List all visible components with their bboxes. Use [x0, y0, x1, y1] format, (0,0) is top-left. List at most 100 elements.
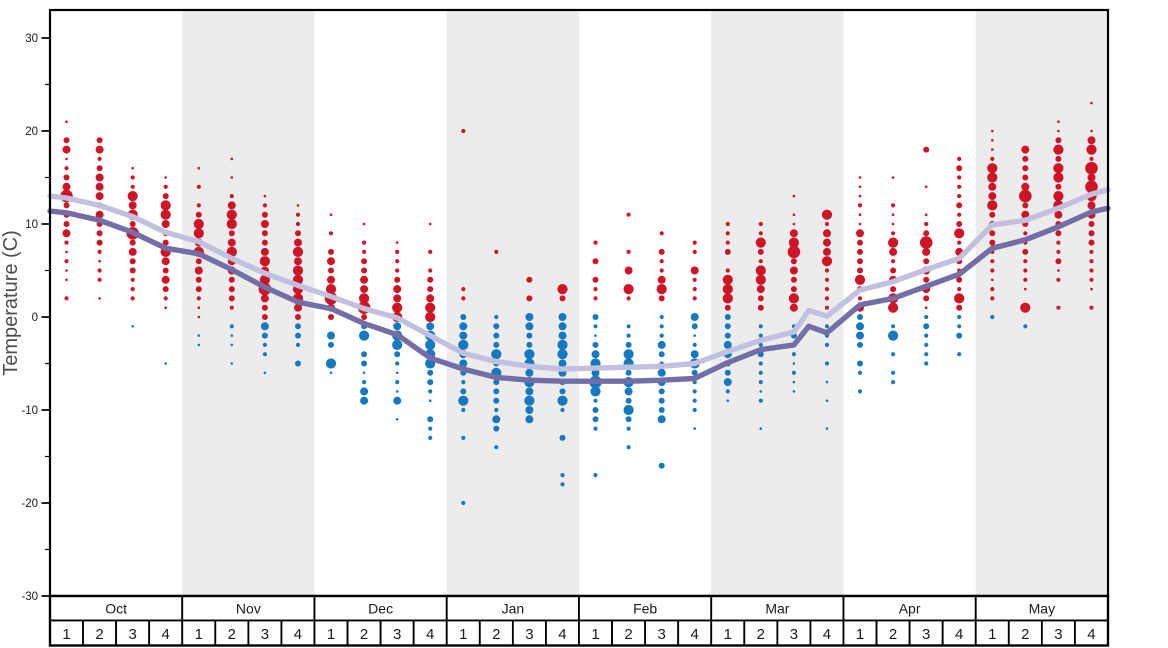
warm-temp-dot: [162, 239, 169, 246]
warm-temp-dot: [95, 145, 104, 154]
cold-temp-dot: [792, 362, 796, 365]
cold-temp-dot: [325, 358, 337, 369]
warm-temp-dot: [127, 191, 138, 202]
week-label: 4: [1087, 626, 1095, 643]
cold-temp-dot: [857, 314, 863, 320]
cold-temp-dot: [362, 380, 367, 385]
cold-temp-dot: [825, 380, 829, 384]
cold-temp-dot: [395, 371, 399, 375]
cold-temp-dot: [458, 395, 469, 406]
cold-temp-dot: [262, 342, 267, 347]
cold-temp-dot: [693, 427, 696, 430]
warm-temp-dot: [395, 259, 400, 264]
warm-temp-dot: [954, 228, 965, 239]
warm-temp-dot: [295, 230, 301, 237]
cold-temp-dot: [493, 397, 500, 404]
cold-temp-dot: [395, 380, 400, 385]
cold-temp-dot: [657, 340, 666, 349]
month-label-feb: Feb: [633, 601, 657, 617]
cold-temp-dot: [724, 369, 731, 376]
cold-temp-dot: [428, 389, 433, 394]
y-tick-label: 10: [25, 219, 38, 231]
cold-temp-dot: [360, 396, 369, 405]
warm-temp-dot: [823, 238, 831, 247]
warm-temp-dot: [823, 229, 831, 238]
warm-temp-dot: [924, 221, 929, 227]
y-axis-ticks: 30 20 10 0 -10 -20 -30: [21, 33, 50, 603]
cold-temp-dot: [623, 349, 634, 360]
warm-temp-dot: [858, 194, 862, 198]
cold-temp-dot: [956, 332, 963, 339]
week-label: 3: [1054, 626, 1062, 643]
warm-temp-dot: [626, 249, 631, 254]
cold-temp-dot: [328, 341, 334, 348]
warm-temp-dot: [856, 229, 864, 238]
warm-temp-dot: [792, 213, 796, 216]
week-cell: [313, 619, 349, 647]
cold-temp-dot: [657, 415, 666, 424]
warm-temp-dot: [1056, 249, 1061, 254]
warm-temp-dot: [292, 265, 304, 276]
warm-temp-dot: [98, 259, 101, 263]
warm-temp-dot: [195, 211, 202, 218]
week-label: 4: [558, 626, 566, 643]
warm-temp-dot: [294, 257, 302, 266]
warm-temp-dot: [394, 276, 401, 283]
warm-temp-dot: [956, 276, 963, 283]
warm-temp-dot: [193, 218, 204, 230]
cold-temp-dot: [164, 362, 167, 365]
warm-temp-dot: [593, 240, 598, 245]
warm-temp-dot: [63, 221, 70, 227]
warm-temp-dot: [1023, 259, 1028, 264]
warm-temp-dot: [360, 275, 369, 284]
cold-temp-dot: [458, 339, 469, 350]
cold-temp-dot: [725, 389, 730, 394]
cold-temp-dot: [723, 340, 732, 349]
warm-temp-dot: [656, 284, 667, 295]
cold-temp-dot: [658, 462, 665, 469]
warm-temp-dot: [823, 247, 831, 256]
cold-temp-dot: [824, 342, 830, 347]
warm-temp-dot: [755, 265, 766, 276]
warm-temp-dot: [1056, 305, 1061, 310]
cold-temp-dot: [560, 407, 565, 413]
warm-temp-dot: [392, 302, 403, 313]
cold-temp-dot: [690, 350, 699, 359]
month-label-oct: Oct: [105, 601, 127, 617]
warm-temp-dot: [160, 200, 171, 211]
warm-temp-dot: [98, 297, 101, 300]
cold-temp-dot: [593, 324, 598, 329]
week-label: 1: [62, 626, 70, 643]
warm-temp-dot: [1022, 174, 1029, 181]
cold-temp-dot: [990, 314, 995, 320]
warm-temp-dot: [1023, 231, 1028, 236]
warm-temp-dot: [1056, 240, 1061, 245]
warm-temp-dot: [129, 258, 136, 265]
cold-temp-dot: [262, 352, 267, 357]
cold-temp-dot: [428, 426, 433, 431]
warm-temp-dot: [857, 239, 863, 246]
cold-temp-dot: [557, 349, 568, 360]
warm-temp-dot: [361, 267, 368, 274]
warm-temp-dot: [592, 276, 599, 283]
week-label: 3: [525, 626, 533, 643]
cold-temp-dot: [957, 324, 962, 329]
warm-temp-dot: [130, 287, 135, 292]
warm-temp-dot: [858, 213, 862, 216]
warm-temp-dot: [592, 258, 599, 265]
month-week-axis-table: Oct Nov Dec Jan Feb Mar Apr May 1 2 3 4 1 2 3 4 1 2 3 4 1 2 3 4…: [48, 594, 1110, 647]
warm-temp-dot: [428, 268, 433, 273]
warm-temp-dot: [991, 129, 994, 133]
warm-temp-dot: [988, 182, 997, 191]
warm-temp-dot: [1057, 129, 1060, 133]
cold-temp-dot: [923, 323, 930, 330]
warm-temp-dot: [789, 266, 798, 275]
warm-temp-dot: [162, 286, 169, 293]
warm-temp-dot: [624, 266, 633, 275]
y-tick-label: -10: [21, 405, 38, 417]
warm-temp-dot: [259, 274, 270, 285]
warm-temp-dot: [593, 296, 598, 301]
week-label: 1: [724, 626, 732, 643]
warm-temp-dot: [657, 275, 666, 284]
cold-temp-dot: [758, 370, 763, 375]
